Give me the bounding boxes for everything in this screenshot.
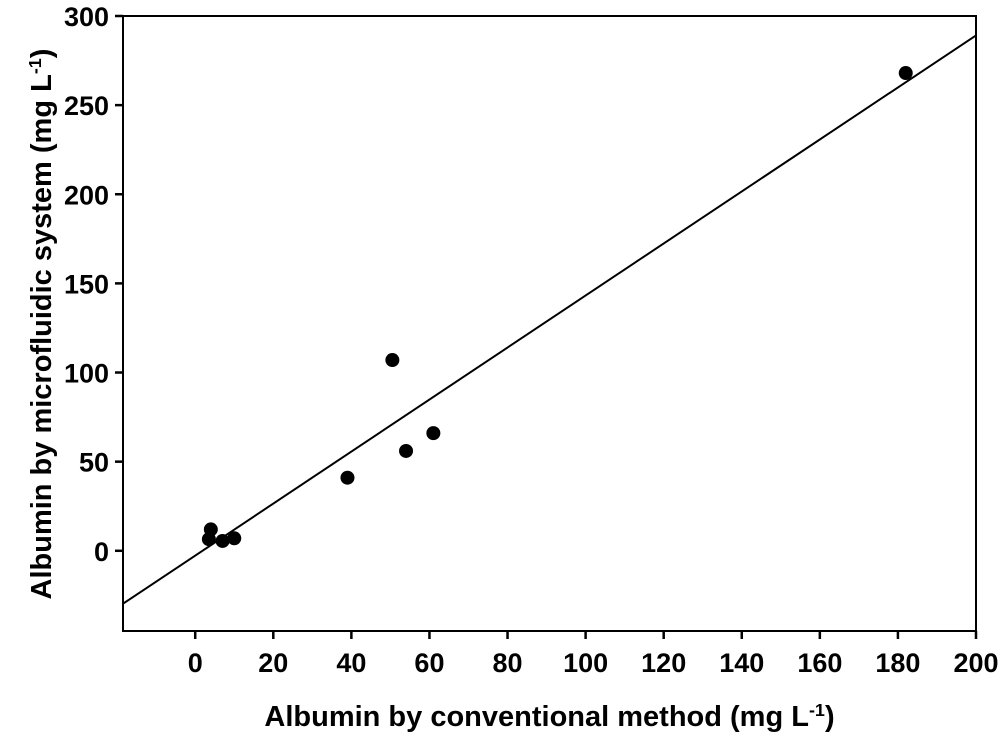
y-tick-label: 250 (64, 91, 109, 121)
data-point (201, 532, 216, 547)
y-axis-title: Albumin by microfluidic system (mg L-1) (25, 49, 59, 600)
x-tick-label: 0 (188, 648, 203, 678)
x-tick-label: 60 (414, 648, 444, 678)
regression-line (122, 34, 977, 605)
x-axis-title-close: ) (824, 700, 835, 733)
y-tick-label: 300 (64, 2, 109, 32)
x-tick-label: 100 (563, 648, 608, 678)
x-tick-label: 180 (875, 648, 920, 678)
y-tick-label: 50 (79, 448, 109, 478)
x-axis-title-text: Albumin by conventional method (mg L (264, 700, 809, 733)
y-axis-title-text: Albumin by microfluidic system (mg L (25, 74, 58, 600)
plot-border (122, 15, 977, 632)
y-axis-unit-superscript: -1 (25, 58, 46, 75)
data-point (340, 470, 355, 485)
y-tick-label: 100 (64, 359, 109, 389)
x-tick-label: 40 (336, 648, 366, 678)
y-tick-label: 200 (64, 180, 109, 210)
x-axis-unit-superscript: -1 (808, 700, 825, 720)
x-tick-label: 20 (258, 648, 288, 678)
y-tick-label: 150 (64, 269, 109, 299)
y-tick-label: 0 (94, 537, 109, 567)
data-point (399, 443, 414, 458)
x-axis-title: Albumin by conventional method (mg L-1) (123, 700, 976, 734)
data-point (227, 531, 242, 546)
x-tick-label: 120 (641, 648, 686, 678)
data-point (385, 353, 400, 368)
x-tick-label: 160 (797, 648, 842, 678)
x-tick-label: 200 (953, 648, 998, 678)
data-point (898, 66, 913, 81)
x-tick-label: 140 (719, 648, 764, 678)
data-point (215, 533, 230, 548)
data-point (426, 426, 441, 441)
x-tick-label: 80 (493, 648, 523, 678)
y-axis-title-close: ) (25, 48, 58, 59)
